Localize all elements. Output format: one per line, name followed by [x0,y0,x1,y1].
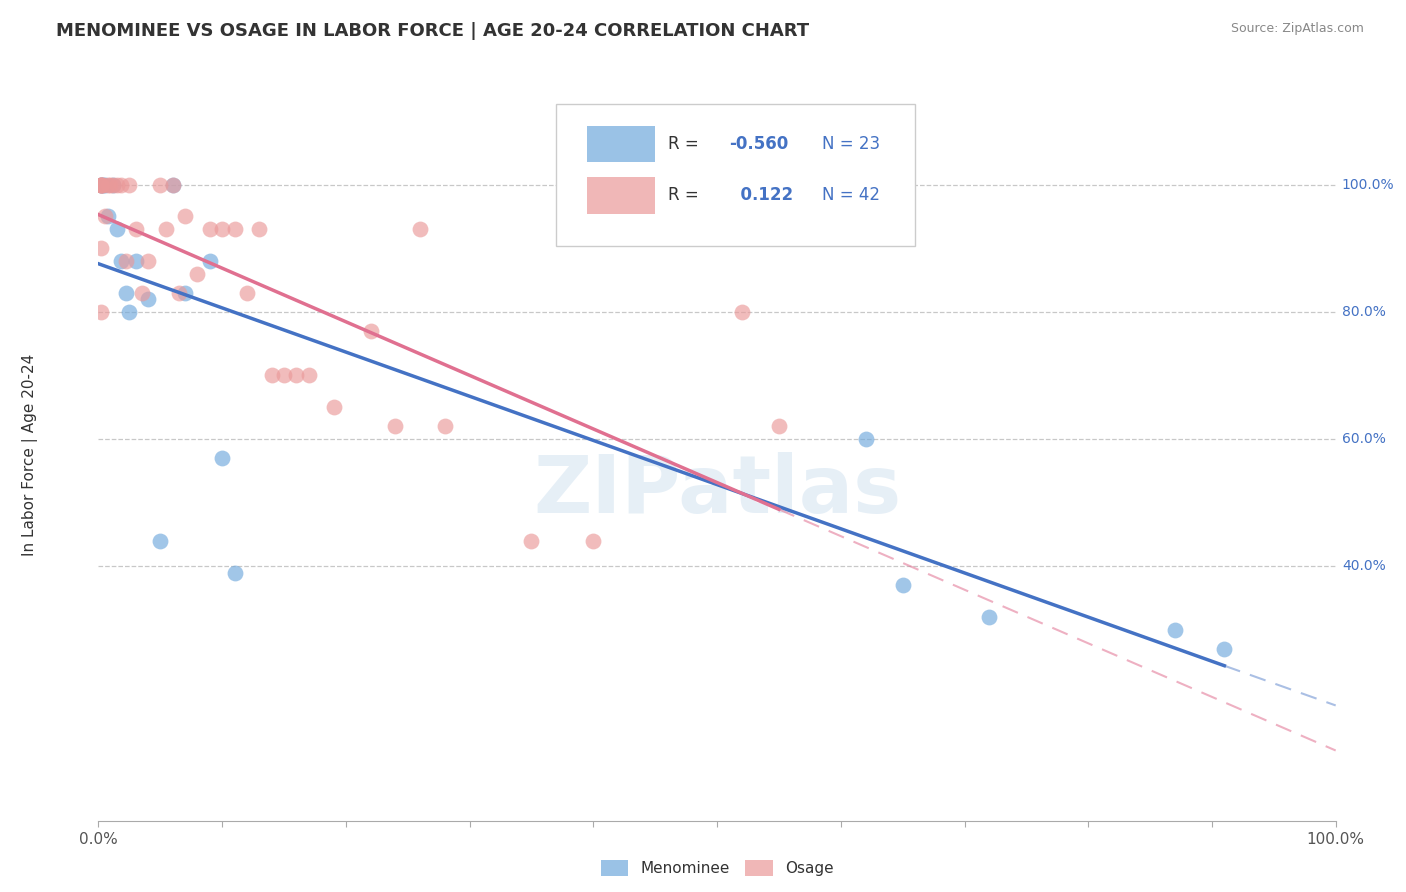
Point [90,178,112,192]
FancyBboxPatch shape [557,103,915,246]
Text: R =: R = [668,186,703,204]
Point [198,222,221,236]
Point [174,285,197,300]
Point [224,222,246,236]
Legend: Menominee, Osage: Menominee, Osage [595,855,839,882]
Text: -0.560: -0.560 [730,135,789,153]
Point [273,368,295,383]
Point [298,368,321,383]
Point [731,305,754,319]
Bar [588,177,655,213]
Point [98,178,121,192]
Point [582,533,605,548]
Point [855,432,877,446]
Point [162,178,184,192]
Point [90,178,112,192]
Point [105,222,128,236]
Text: 100.0%: 100.0% [1341,178,1395,192]
Point [186,267,208,281]
Point [322,401,344,415]
Point [97,178,120,192]
Point [124,222,146,236]
Point [211,451,233,466]
Point [433,419,456,434]
Point [118,305,141,319]
Point [90,305,112,319]
Point [136,254,159,268]
Point [285,368,308,383]
Point [149,178,172,192]
Point [90,241,112,255]
Point [1164,623,1187,637]
Text: In Labor Force | Age 20-24: In Labor Force | Age 20-24 [22,354,38,556]
Point [93,210,115,224]
Point [90,178,112,192]
Point [103,178,125,192]
Point [90,178,112,192]
Point [155,222,177,236]
Point [97,210,120,224]
Point [198,254,221,268]
Point [360,324,382,338]
Point [93,178,115,192]
Point [114,285,136,300]
Point [174,210,197,224]
Point [520,533,543,548]
Text: 0.122: 0.122 [730,186,793,204]
Point [136,292,159,306]
Bar [588,126,655,162]
Point [891,578,914,592]
Point [90,178,112,192]
Point [224,566,246,580]
Point [103,178,125,192]
Point [979,610,1001,624]
Point [114,254,136,268]
Point [260,368,283,383]
Point [167,285,190,300]
Point [768,419,790,434]
Point [247,222,270,236]
Point [236,285,259,300]
Text: R =: R = [668,135,703,153]
Point [118,178,141,192]
Point [1213,641,1236,656]
Point [93,178,115,192]
Text: N = 42: N = 42 [823,186,880,204]
Text: ZIPatlas: ZIPatlas [533,452,901,531]
Text: 80.0%: 80.0% [1341,305,1386,318]
Point [110,254,132,268]
Point [131,285,153,300]
Point [90,178,112,192]
Point [110,178,132,192]
Point [93,178,115,192]
Text: 40.0%: 40.0% [1341,559,1386,574]
Text: MENOMINEE VS OSAGE IN LABOR FORCE | AGE 20-24 CORRELATION CHART: MENOMINEE VS OSAGE IN LABOR FORCE | AGE … [56,22,810,40]
Text: 60.0%: 60.0% [1341,432,1386,446]
Point [105,178,128,192]
Text: N = 23: N = 23 [823,135,880,153]
Point [162,178,184,192]
Point [384,419,406,434]
Point [149,533,172,548]
Point [211,222,233,236]
Point [124,254,146,268]
Text: Source: ZipAtlas.com: Source: ZipAtlas.com [1230,22,1364,36]
Point [409,222,432,236]
